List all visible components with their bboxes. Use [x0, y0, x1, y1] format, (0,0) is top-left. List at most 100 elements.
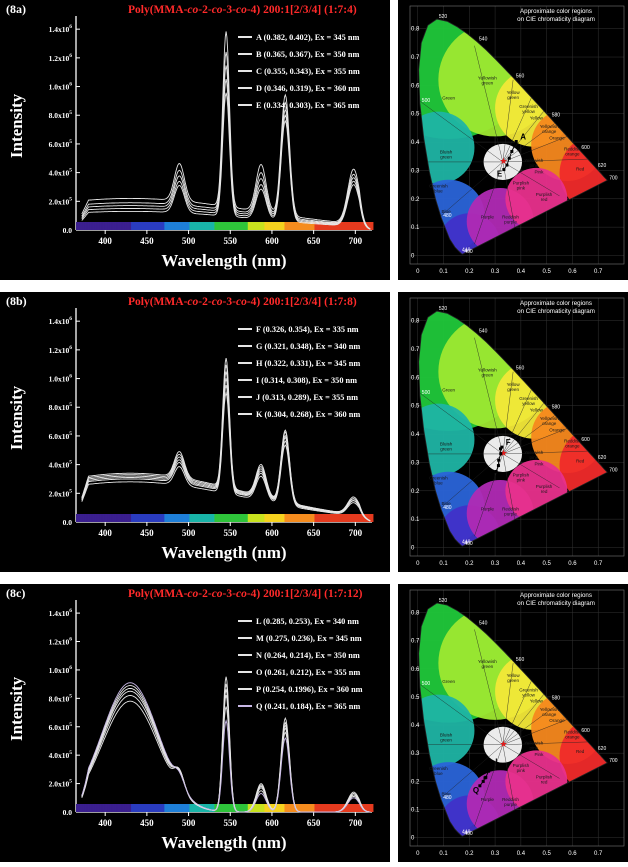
- spectrum-bar-segment: [121, 804, 124, 812]
- cie-y-tick-label: 0.2: [411, 489, 420, 495]
- spectrum-bar-segment: [251, 222, 254, 230]
- spectrum-bar-segment: [272, 222, 276, 230]
- spectrum-bar-segment: [154, 222, 157, 230]
- cie-wavelength-label: 520: [439, 306, 448, 312]
- spectrum-bar-segment: [87, 514, 90, 522]
- cie-data-point: [507, 156, 511, 160]
- spectrum-bar-segment: [322, 514, 326, 522]
- series-line-C: [81, 65, 371, 230]
- x-tick-label: 600: [265, 818, 279, 828]
- spectrum-bar-segment: [186, 222, 189, 230]
- cie-y-tick-label: 0.5: [411, 404, 420, 410]
- series-line-E: [81, 92, 371, 230]
- spectrum-bar-segment: [139, 222, 142, 230]
- spectrum-bar-segment: [172, 222, 175, 230]
- cie-wavelength-label: 520: [439, 598, 448, 604]
- spectrum-bar-segment: [357, 514, 361, 522]
- spectrum-bar-segment: [354, 222, 357, 230]
- spectrum-bar-segment: [347, 514, 351, 522]
- spectrum-panel-b: (8b) Poly(MMA-co-2-co-3-co-4) 200:1[2/3/4…: [0, 292, 390, 572]
- spectrum-bar-segment: [301, 222, 304, 230]
- y-tick-label: 1.0x106: [49, 374, 73, 384]
- spectrum-bar-segment: [227, 222, 231, 230]
- cie-x-tick-label: 0.2: [465, 269, 474, 275]
- spectrum-bar-segment: [122, 804, 125, 812]
- spectrum-bar-segment: [269, 222, 272, 230]
- spectrum-bar-segment: [269, 514, 272, 522]
- spectrum-bar-segment: [356, 514, 359, 522]
- cie-data-point: [502, 168, 506, 172]
- legend-entry: M (0.275, 0.236), Ex = 345 nm: [256, 634, 362, 643]
- spectrum-bar-segment: [142, 804, 145, 812]
- cie-point-label-last: K: [489, 472, 495, 481]
- spectrum-bar-segment: [81, 222, 84, 230]
- spectrum-bar-segment: [217, 804, 221, 812]
- spectrum-bar-segment: [336, 222, 339, 230]
- cie-color-fill: [418, 603, 608, 837]
- spectrum-bar-segment: [244, 514, 247, 522]
- spectrum-bar-segment: [152, 514, 155, 522]
- spectrum-bar-segment: [369, 804, 372, 812]
- spectrum-bar-segment: [144, 514, 147, 522]
- cie-region-boundary: [418, 391, 503, 455]
- legend-entry: H (0.322, 0.331), Ex = 345 nm: [256, 359, 360, 368]
- spectrum-bar-segment: [314, 222, 317, 230]
- spectrum-bar-segment: [246, 514, 249, 522]
- legend-entry: Q (0.241, 0.184), Ex = 365 nm: [256, 702, 360, 711]
- spectrum-bar-segment: [331, 222, 334, 230]
- cie-y-tick-label: 0.6: [411, 83, 420, 89]
- spectrum-bar-segment: [266, 222, 269, 230]
- spectrum-bar-segment: [334, 804, 337, 812]
- spectrum-bar-segment: [141, 514, 144, 522]
- legend-entry: I (0.314, 0.308), Ex = 350 nm: [256, 376, 357, 385]
- y-tick-label: 0.0: [63, 808, 73, 817]
- spectrum-bar-segment: [182, 514, 185, 522]
- cie-region-boundary: [502, 453, 516, 525]
- x-tick-label: 700: [349, 236, 363, 246]
- spectrum-bar-segment: [331, 514, 334, 522]
- spectrum-bar-segment: [149, 222, 152, 230]
- spectrum-bar-segment: [277, 514, 281, 522]
- spectrum-bar-segment: [134, 804, 137, 812]
- spectrum-bar-segment: [191, 222, 194, 230]
- spectrum-bar-segment: [264, 804, 267, 812]
- y-tick-label: 8.0x105: [49, 110, 73, 120]
- cie-region-boundary: [474, 337, 504, 454]
- spectrum-bar-segment: [217, 222, 221, 230]
- cie-caption-line1: Approximate color regions: [520, 300, 592, 307]
- cie-region-label: Yellowish green: [478, 659, 497, 669]
- cie-x-tick-label: 0.6: [568, 851, 577, 857]
- spectrum-bar-segment: [152, 222, 155, 230]
- spectrum-bar-segment: [316, 514, 319, 522]
- cie-frame: [409, 589, 625, 847]
- spectrum-bar-segment: [116, 804, 119, 812]
- spectrum-bar-segment: [129, 804, 132, 812]
- spectrum-bar-segment: [361, 222, 364, 230]
- spectrum-bar-segment: [141, 804, 144, 812]
- spectrum-bar-segment: [162, 804, 165, 812]
- cie-y-tick-label: 0.8: [411, 319, 420, 325]
- spectrum-bar-segment: [224, 222, 227, 230]
- spectrum-bar-segment: [281, 514, 284, 522]
- spectrum-bar-segment: [92, 804, 95, 812]
- spectrum-bar-segment: [262, 514, 266, 522]
- cie-color-zone: [559, 426, 608, 504]
- spectrum-bar-segment: [84, 222, 87, 230]
- spectrum-bar-segment: [161, 514, 164, 522]
- spectrum-bar-segment: [124, 222, 127, 230]
- spectrum-bar-segment: [317, 804, 321, 812]
- spectrum-bar-segment: [369, 514, 372, 522]
- spectrum-bar-segment: [126, 804, 129, 812]
- cie-x-tick-label: 0.5: [542, 561, 551, 567]
- series-line-G: [81, 364, 371, 522]
- spectrum-bar-segment: [191, 514, 194, 522]
- spectrum-bar-segment: [116, 222, 119, 230]
- spectrum-bar-segment: [176, 222, 179, 230]
- spectrum-bar-segment: [177, 222, 180, 230]
- spectrum-bar-segment: [301, 804, 304, 812]
- spectrum-bar-segment: [156, 804, 159, 812]
- spectrum-bar-segment: [107, 514, 110, 522]
- cie-x-tick-label: 0.7: [594, 851, 603, 857]
- x-tick-label: 500: [182, 818, 196, 828]
- y-tick-label: 4.0x105: [49, 750, 73, 760]
